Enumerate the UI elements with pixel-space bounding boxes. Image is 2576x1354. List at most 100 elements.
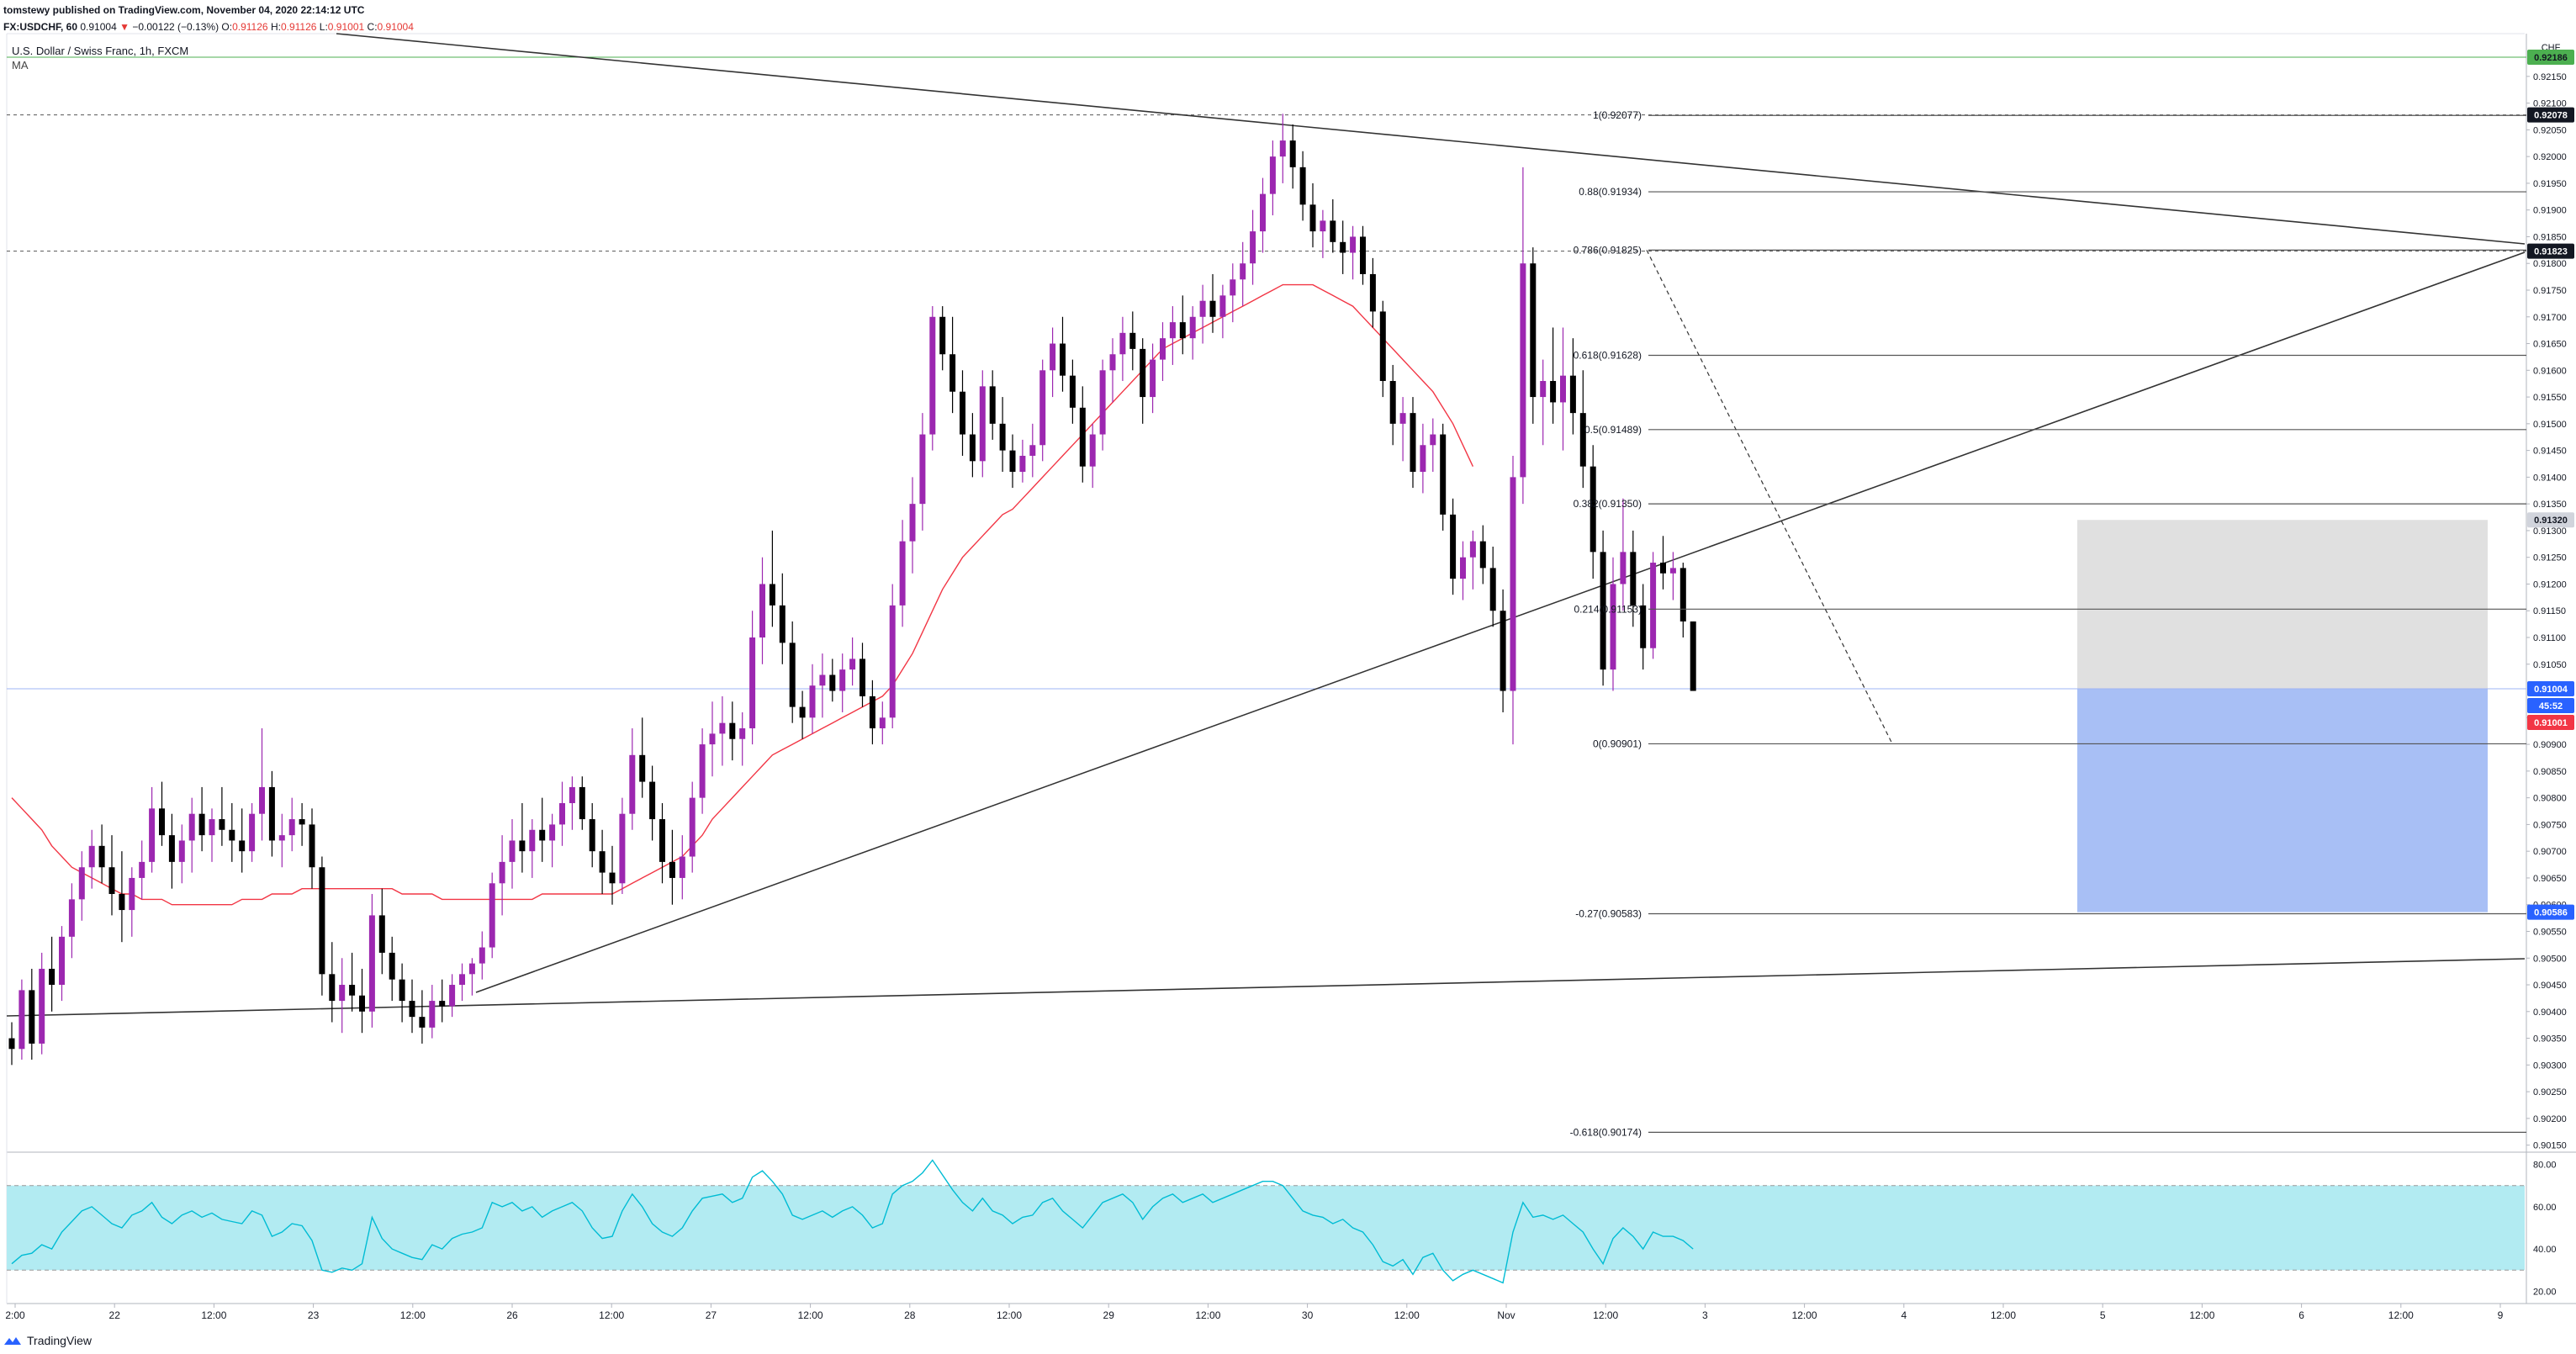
candle-body-56	[569, 786, 575, 803]
candle-70	[709, 701, 716, 777]
chart-legend[interactable]: U.S. Dollar / Swiss Franc, 1h, FXCM MA	[12, 44, 188, 72]
candle-body-107	[1079, 407, 1086, 467]
time-tick-label-17: 3	[1702, 1309, 1708, 1321]
candle-72	[729, 701, 736, 761]
candle-body-138	[1389, 381, 1396, 424]
candle-19	[198, 786, 205, 852]
candle-body-134	[1350, 236, 1357, 253]
candle-body-36	[368, 915, 375, 1012]
candle-50	[509, 819, 516, 889]
candle-body-83	[839, 669, 846, 691]
price-label-bg-0	[2527, 49, 2574, 65]
candle-body-46	[468, 963, 475, 975]
candle-body-13	[139, 861, 145, 878]
candle-2	[29, 968, 35, 1060]
footer-brand: TradingView	[27, 1334, 93, 1347]
candle-155	[1560, 327, 1566, 451]
candle-body-8	[88, 845, 95, 868]
candle-body-65	[659, 819, 665, 862]
candle-114	[1150, 343, 1156, 414]
candle-body-88	[889, 605, 896, 718]
candle-51	[519, 802, 526, 873]
candle-8	[88, 829, 95, 889]
candle-38	[389, 936, 395, 1002]
time-tick-label-5: 26	[506, 1309, 518, 1321]
candle-103	[1039, 359, 1046, 462]
candle-21	[219, 786, 225, 846]
fib-level-label-3: 0.618(0.91628)	[1574, 350, 1642, 362]
candle-121	[1219, 284, 1226, 339]
price-tick-label-13: 0.91500	[2533, 420, 2567, 430]
candle-9	[98, 824, 105, 884]
candle-body-25	[259, 786, 265, 814]
price-label-bg-2	[2527, 243, 2574, 259]
time-tick-label-1: 22	[109, 1309, 121, 1321]
candle-body-48	[489, 883, 495, 948]
ma-indicator-label[interactable]: MA	[12, 59, 29, 71]
candle-body-120	[1209, 300, 1216, 317]
rsi-label[interactable]: RSI	[12, 1186, 30, 1198]
candle-111	[1119, 316, 1126, 382]
price-label-bg-5	[2527, 698, 2574, 714]
candle-body-110	[1109, 354, 1116, 371]
candle-body-58	[589, 819, 595, 852]
chart-header: tomstewy published on TradingView.com, N…	[3, 2, 414, 35]
price-tick-label-5: 0.91900	[2533, 206, 2567, 216]
candle-57	[579, 776, 585, 830]
candle-68	[689, 781, 696, 873]
candle-body-54	[549, 824, 556, 841]
fib-anchor-diagonal	[1646, 250, 1893, 744]
candle-20	[209, 808, 215, 862]
candle-13	[139, 840, 145, 900]
price-tick-label-33: 0.90450	[2533, 981, 2567, 991]
candle-44	[449, 974, 456, 1018]
candle-body-49	[499, 861, 505, 884]
candle-29	[299, 802, 305, 846]
ascending-trendline	[475, 251, 2526, 993]
candle-139	[1399, 397, 1406, 462]
price-tick-label-2: 0.92050	[2533, 125, 2567, 135]
candle-body-89	[899, 541, 906, 606]
candle-body-129	[1299, 167, 1306, 205]
candle-144	[1450, 498, 1457, 595]
lower-support-trendline	[6, 958, 2526, 1017]
candle-body-50	[509, 840, 516, 862]
candle-148	[1489, 546, 1496, 627]
price-tick-label-30: 0.90600	[2533, 901, 2567, 911]
price-tick-label-23: 0.90950	[2533, 713, 2567, 723]
time-tick-label-10: 12:00	[997, 1309, 1022, 1321]
candle-33	[339, 958, 346, 1034]
candle-24	[249, 802, 256, 862]
price-tick-label-22: 0.91050	[2533, 660, 2567, 670]
rsi-tick-label-2: 40.00	[2533, 1245, 2557, 1255]
price-label-1: 0.92078	[2527, 107, 2574, 123]
candle-112	[1129, 311, 1136, 371]
candle-119	[1199, 284, 1206, 344]
candle-153	[1540, 359, 1547, 446]
price-tick-label-32: 0.90500	[2533, 954, 2567, 964]
candle-body-164	[1650, 563, 1657, 648]
candle-79	[799, 690, 806, 739]
time-tick-label-19: 4	[1901, 1309, 1907, 1321]
candle-body-136	[1369, 273, 1376, 312]
candle-154	[1550, 327, 1557, 424]
candle-body-151	[1520, 263, 1526, 478]
time-tick-label-11: 29	[1103, 1309, 1115, 1321]
candle-body-154	[1550, 381, 1557, 403]
candle-131	[1320, 209, 1326, 258]
candle-41	[419, 990, 426, 1044]
candle-168	[1690, 621, 1696, 691]
candle-body-147	[1479, 541, 1486, 569]
candle-body-44	[449, 985, 456, 1007]
candle-134	[1350, 225, 1357, 280]
candle-body-141	[1420, 445, 1426, 473]
candle-125	[1260, 177, 1266, 253]
candle-body-60	[609, 872, 616, 884]
candle-body-159	[1600, 552, 1606, 670]
candle-body-162	[1630, 552, 1637, 606]
candle-body-40	[409, 1001, 415, 1018]
price-label-text-3: 0.91320	[2534, 516, 2568, 526]
candle-body-144	[1450, 514, 1457, 579]
candle-body-109	[1099, 370, 1106, 435]
